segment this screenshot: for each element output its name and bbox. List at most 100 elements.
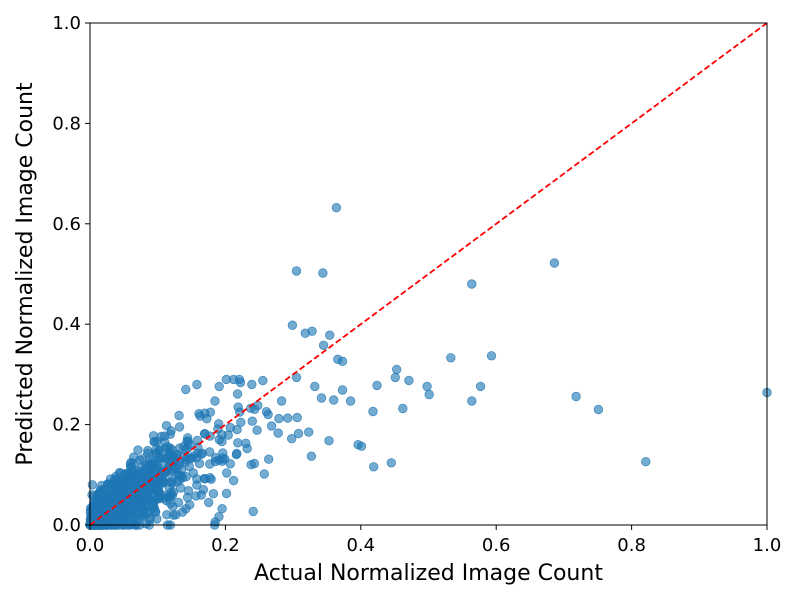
data-point	[192, 480, 202, 490]
data-point	[151, 445, 161, 455]
data-point	[214, 381, 224, 392]
data-point	[259, 469, 270, 479]
data-point	[475, 381, 486, 392]
data-point	[274, 413, 284, 424]
data-point	[87, 480, 98, 490]
data-point	[183, 486, 194, 496]
data-point	[208, 489, 219, 499]
data-point	[392, 364, 402, 375]
y-tick-label: 0.0	[52, 515, 81, 536]
data-point	[287, 320, 298, 330]
data-point	[306, 451, 317, 461]
data-point	[221, 468, 232, 478]
x-tick-label: 0.4	[346, 535, 375, 556]
data-point	[166, 487, 176, 498]
data-point	[166, 426, 176, 436]
x-axis-label: Actual Normalized Image Count	[254, 561, 603, 586]
data-point	[228, 475, 239, 486]
data-point	[196, 490, 207, 500]
data-point	[166, 477, 176, 487]
data-point	[136, 511, 146, 521]
data-point	[304, 427, 314, 437]
y-axis-label: Predicted Normalized Image Count	[13, 82, 38, 466]
data-point	[266, 421, 277, 431]
x-tick-label: 1.0	[753, 535, 782, 556]
data-point	[217, 504, 227, 514]
data-point	[422, 381, 432, 392]
data-point	[133, 466, 143, 476]
data-point	[95, 491, 105, 501]
data-point	[264, 454, 274, 464]
data-point	[337, 356, 348, 367]
data-point	[390, 372, 401, 383]
data-point	[331, 202, 342, 213]
data-point	[174, 410, 184, 421]
data-point	[165, 451, 175, 461]
data-point	[324, 436, 334, 446]
data-point	[404, 375, 414, 386]
data-point	[88, 501, 99, 512]
data-point	[133, 503, 144, 513]
x-tick-label: 0.0	[76, 535, 105, 556]
data-point	[143, 445, 153, 456]
data-point	[247, 379, 257, 390]
data-point	[467, 279, 477, 289]
data-point	[236, 417, 246, 428]
data-point	[372, 380, 382, 391]
data-point	[225, 422, 236, 433]
data-point	[263, 409, 273, 420]
data-point	[356, 441, 367, 451]
y-tick-label: 0.8	[52, 113, 81, 134]
data-point	[325, 330, 335, 340]
data-point	[318, 340, 329, 351]
data-point	[276, 396, 287, 406]
data-point	[147, 501, 158, 512]
data-point	[214, 434, 225, 445]
plot-frame	[89, 22, 768, 526]
data-point	[232, 448, 242, 459]
data-point	[252, 425, 262, 435]
data-point	[204, 447, 215, 457]
data-point	[307, 326, 317, 336]
data-point	[337, 385, 348, 395]
y-axis-ticks: 0.0 0.2 0.4 0.6 0.8 1.0	[52, 13, 90, 536]
data-point	[293, 428, 304, 439]
data-point	[233, 438, 243, 448]
data-point	[234, 407, 245, 417]
data-point	[398, 403, 408, 414]
data-point	[249, 404, 260, 415]
data-point	[291, 266, 302, 276]
data-point	[549, 258, 560, 268]
data-point	[174, 422, 185, 432]
data-point	[571, 391, 581, 402]
y-tick-label: 1.0	[52, 13, 81, 34]
data-point	[213, 419, 224, 429]
x-axis-ticks: 0.0 0.2 0.4 0.6 0.8 1.0	[76, 525, 782, 556]
data-point	[112, 477, 123, 487]
y-tick-label: 0.6	[52, 214, 81, 235]
y-tick-label: 0.2	[52, 415, 81, 436]
data-point	[156, 469, 167, 479]
data-point	[641, 457, 651, 467]
data-point	[345, 396, 356, 406]
data-point	[144, 466, 155, 476]
reference-line	[89, 22, 768, 526]
data-point	[192, 379, 202, 390]
data-point	[89, 513, 100, 523]
data-point	[292, 412, 302, 423]
data-point	[291, 372, 302, 383]
data-point	[181, 504, 191, 514]
data-point	[486, 351, 497, 361]
data-point	[369, 462, 379, 472]
data-point	[386, 458, 397, 468]
data-point	[99, 484, 110, 494]
data-point	[248, 506, 258, 517]
data-point	[221, 488, 232, 499]
data-point	[247, 416, 258, 426]
data-point	[128, 481, 139, 492]
data-point	[467, 396, 477, 406]
data-point	[210, 396, 220, 406]
x-tick-label: 0.8	[617, 535, 646, 556]
data-point	[188, 468, 199, 478]
